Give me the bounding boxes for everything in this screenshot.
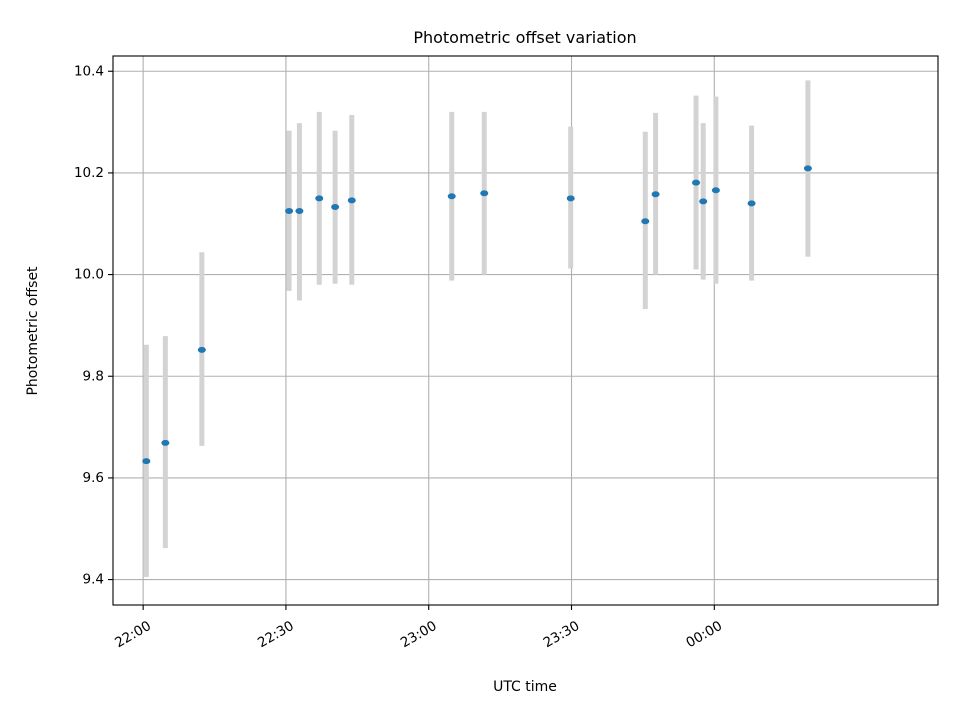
x-axis-label: UTC time: [493, 679, 557, 695]
data-point: [197, 346, 206, 353]
data-point: [285, 208, 294, 215]
y-tick-label: 9.6: [83, 470, 104, 486]
data-point: [711, 187, 720, 194]
y-axis-label: Photometric offset: [25, 266, 41, 396]
data-point: [699, 198, 708, 205]
data-point: [651, 191, 660, 198]
data-point: [641, 218, 650, 225]
point-layer: [142, 165, 812, 465]
plot-frame: [112, 55, 939, 606]
y-tick-label: 10.4: [74, 63, 104, 79]
data-point: [480, 190, 489, 197]
data-point: [295, 208, 304, 215]
y-tick-label: 9.8: [83, 368, 104, 384]
data-point: [447, 193, 456, 200]
data-point: [566, 195, 575, 202]
y-tick-label: 9.4: [83, 572, 104, 588]
y-tick-label: 10.0: [74, 267, 104, 283]
data-point: [331, 203, 340, 210]
data-point: [803, 165, 812, 172]
data-point: [747, 200, 756, 207]
data-point: [142, 458, 151, 465]
data-point: [347, 197, 356, 204]
data-point: [692, 179, 701, 186]
data-point: [315, 195, 324, 202]
y-tick-label: 10.2: [74, 165, 104, 181]
grid-layer: [113, 56, 938, 605]
chart-title: Photometric offset variation: [413, 28, 636, 47]
data-point: [161, 439, 170, 446]
